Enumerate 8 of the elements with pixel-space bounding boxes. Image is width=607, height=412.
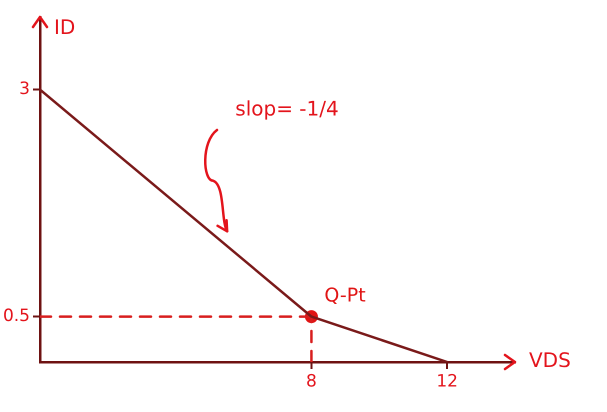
series-label: Q-Pt [324,284,366,307]
x-axis-title: VDS [529,348,571,372]
x-tick-label: 8 [306,372,317,392]
y-tick-label: 3 [19,79,30,100]
y-tick-label: 0.5 [2,306,30,326]
annotation: slop= -1/4 [235,96,339,120]
x-tick-label: 12 [436,372,458,392]
y-axis-title: ID [54,15,76,40]
